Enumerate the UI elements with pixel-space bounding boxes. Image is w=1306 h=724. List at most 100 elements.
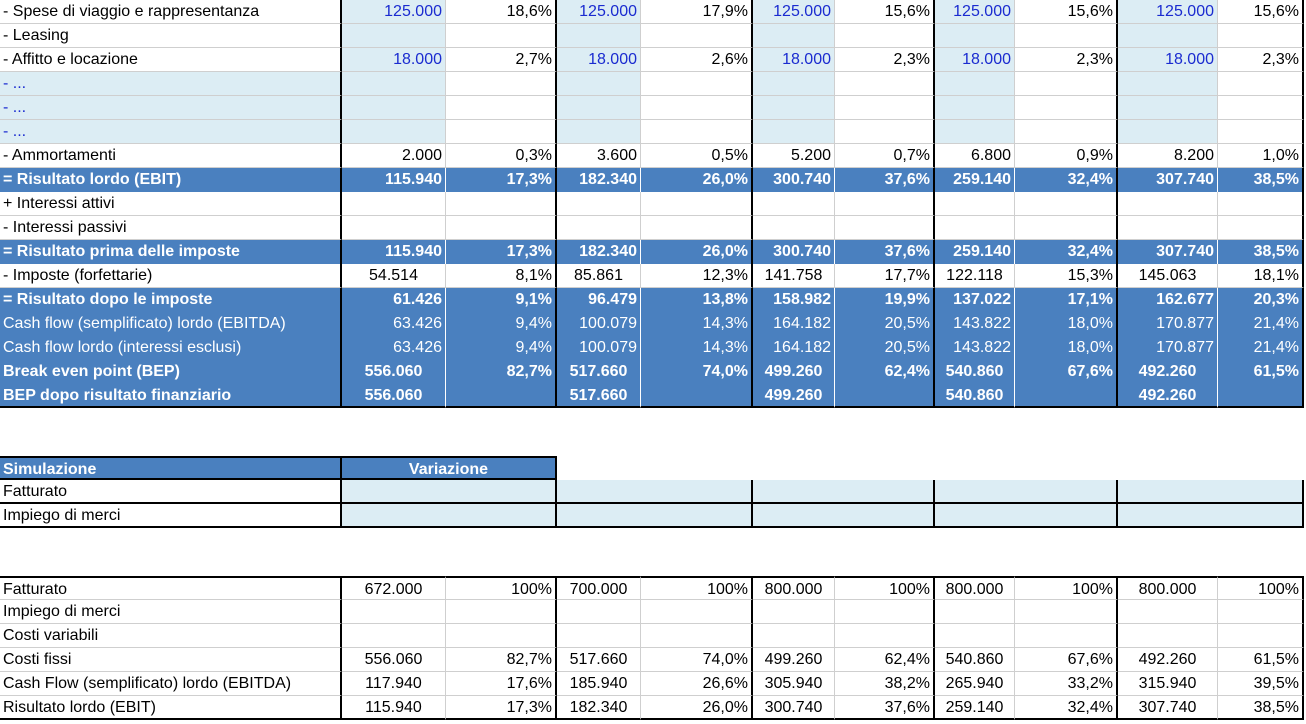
simulation-input-1[interactable]: [342, 504, 557, 528]
percent-cell[interactable]: [835, 72, 935, 96]
percent-cell[interactable]: 32,4%: [1015, 696, 1118, 720]
percent-cell[interactable]: 2,3%: [835, 48, 935, 72]
value-cell[interactable]: [1118, 192, 1218, 216]
percent-cell[interactable]: 15,6%: [1015, 0, 1118, 24]
value-cell[interactable]: 492.260: [1118, 648, 1218, 672]
percent-cell[interactable]: 62,4%: [835, 360, 935, 384]
percent-cell[interactable]: 2,7%: [446, 48, 557, 72]
value-cell[interactable]: 305.940: [753, 672, 835, 696]
value-cell[interactable]: 170.877: [1118, 336, 1218, 360]
percent-cell[interactable]: 15,6%: [835, 0, 935, 24]
percent-cell[interactable]: 20,5%: [835, 312, 935, 336]
value-cell[interactable]: 100.079: [557, 312, 641, 336]
percent-cell[interactable]: 17,1%: [1015, 288, 1118, 312]
percent-cell[interactable]: [641, 120, 753, 144]
percent-cell[interactable]: [446, 384, 557, 408]
value-cell[interactable]: 63.426: [342, 312, 446, 336]
value-cell[interactable]: 492.260: [1118, 360, 1218, 384]
percent-cell[interactable]: [835, 624, 935, 648]
percent-cell[interactable]: [446, 72, 557, 96]
percent-cell[interactable]: [1218, 96, 1304, 120]
value-cell[interactable]: 307.740: [1118, 696, 1218, 720]
percent-cell[interactable]: 2,3%: [1015, 48, 1118, 72]
percent-cell[interactable]: 39,5%: [1218, 672, 1304, 696]
percent-cell[interactable]: [1015, 24, 1118, 48]
value-cell[interactable]: [1118, 120, 1218, 144]
percent-cell[interactable]: [641, 192, 753, 216]
value-cell[interactable]: [753, 96, 835, 120]
value-cell[interactable]: 540.860: [935, 360, 1015, 384]
value-cell[interactable]: 85.861: [557, 264, 641, 288]
percent-cell[interactable]: 32,4%: [1015, 168, 1118, 192]
percent-cell[interactable]: 74,0%: [641, 360, 753, 384]
percent-cell[interactable]: 100%: [641, 576, 753, 600]
percent-cell[interactable]: 15,3%: [1015, 264, 1118, 288]
percent-cell[interactable]: [835, 24, 935, 48]
value-cell[interactable]: 300.740: [753, 240, 835, 264]
value-cell[interactable]: 18.000: [1118, 48, 1218, 72]
percent-cell[interactable]: 26,0%: [641, 240, 753, 264]
percent-cell[interactable]: 20,3%: [1218, 288, 1304, 312]
percent-cell[interactable]: 13,8%: [641, 288, 753, 312]
value-cell[interactable]: 125.000: [753, 0, 835, 24]
percent-cell[interactable]: 8,1%: [446, 264, 557, 288]
value-cell[interactable]: [935, 192, 1015, 216]
value-cell[interactable]: 145.063: [1118, 264, 1218, 288]
percent-cell[interactable]: 21,4%: [1218, 336, 1304, 360]
value-cell[interactable]: 125.000: [342, 0, 446, 24]
value-cell[interactable]: 800.000: [935, 576, 1015, 600]
percent-cell[interactable]: [446, 624, 557, 648]
value-cell[interactable]: [342, 72, 446, 96]
percent-cell[interactable]: 14,3%: [641, 312, 753, 336]
percent-cell[interactable]: 26,6%: [641, 672, 753, 696]
percent-cell[interactable]: [835, 600, 935, 624]
value-cell[interactable]: [935, 216, 1015, 240]
percent-cell[interactable]: [1015, 624, 1118, 648]
percent-cell[interactable]: 26,0%: [641, 696, 753, 720]
value-cell[interactable]: 141.758: [753, 264, 835, 288]
value-cell[interactable]: 63.426: [342, 336, 446, 360]
percent-cell[interactable]: 14,3%: [641, 336, 753, 360]
percent-cell[interactable]: [446, 120, 557, 144]
value-cell[interactable]: 556.060: [342, 384, 446, 408]
percent-cell[interactable]: 17,9%: [641, 0, 753, 24]
percent-cell[interactable]: [835, 216, 935, 240]
percent-cell[interactable]: 0,9%: [1015, 144, 1118, 168]
percent-cell[interactable]: [1218, 600, 1304, 624]
percent-cell[interactable]: [1015, 384, 1118, 408]
percent-cell[interactable]: [641, 24, 753, 48]
value-cell[interactable]: 5.200: [753, 144, 835, 168]
percent-cell[interactable]: [1218, 624, 1304, 648]
value-cell[interactable]: 3.600: [557, 144, 641, 168]
value-cell[interactable]: [753, 624, 835, 648]
value-cell[interactable]: 517.660: [557, 384, 641, 408]
value-cell[interactable]: 307.740: [1118, 240, 1218, 264]
value-cell[interactable]: [342, 600, 446, 624]
percent-cell[interactable]: 32,4%: [1015, 240, 1118, 264]
value-cell[interactable]: [935, 96, 1015, 120]
value-cell[interactable]: [935, 24, 1015, 48]
percent-cell[interactable]: [1015, 120, 1118, 144]
value-cell[interactable]: 143.822: [935, 312, 1015, 336]
percent-cell[interactable]: 17,3%: [446, 168, 557, 192]
value-cell[interactable]: [342, 120, 446, 144]
value-cell[interactable]: [557, 96, 641, 120]
percent-cell[interactable]: [835, 384, 935, 408]
value-cell[interactable]: 96.479: [557, 288, 641, 312]
percent-cell[interactable]: 20,5%: [835, 336, 935, 360]
value-cell[interactable]: 307.740: [1118, 168, 1218, 192]
value-cell[interactable]: [935, 72, 1015, 96]
percent-cell[interactable]: 61,5%: [1218, 360, 1304, 384]
percent-cell[interactable]: 67,6%: [1015, 648, 1118, 672]
percent-cell[interactable]: 17,3%: [446, 696, 557, 720]
percent-cell[interactable]: 17,6%: [446, 672, 557, 696]
value-cell[interactable]: 158.982: [753, 288, 835, 312]
value-cell[interactable]: [753, 192, 835, 216]
percent-cell[interactable]: 100%: [446, 576, 557, 600]
percent-cell[interactable]: 100%: [1218, 576, 1304, 600]
value-cell[interactable]: 259.140: [935, 240, 1015, 264]
value-cell[interactable]: 117.940: [342, 672, 446, 696]
simulation-input-2[interactable]: [557, 504, 753, 528]
percent-cell[interactable]: 38,2%: [835, 672, 935, 696]
percent-cell[interactable]: 82,7%: [446, 648, 557, 672]
